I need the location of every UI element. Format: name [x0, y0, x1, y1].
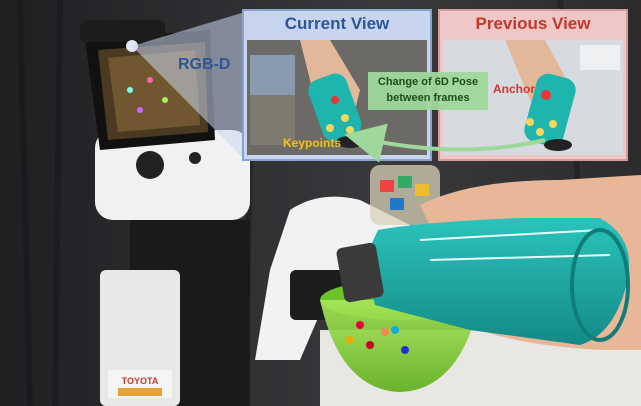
pose-change-box	[368, 72, 488, 110]
pose-change-label-line2: between frames	[386, 92, 470, 104]
robot: TOYOTA	[80, 20, 420, 406]
keypoints-label: Keypoints	[283, 136, 342, 150]
teal-bottle	[336, 175, 641, 350]
robot-camera-right	[189, 152, 201, 164]
previous-view-title: Previous View	[475, 14, 591, 33]
pose-change-label: Change of 6D Pose between frames	[368, 74, 488, 106]
robot-brand-text: TOYOTA	[122, 376, 159, 386]
robot-camera-left	[136, 151, 164, 179]
rgbd-label: RGB-D	[178, 56, 231, 73]
current-view-panel	[242, 9, 432, 161]
rgbd-sensor	[80, 20, 165, 42]
robot-head-base	[95, 130, 250, 220]
pose-change-label-line1: Change of 6D Pose	[377, 76, 479, 88]
pose-change-arrow	[344, 123, 546, 163]
current-view-title: Current View	[284, 14, 390, 33]
view-cone	[132, 12, 245, 160]
anchor-label: Anchor	[493, 82, 535, 96]
